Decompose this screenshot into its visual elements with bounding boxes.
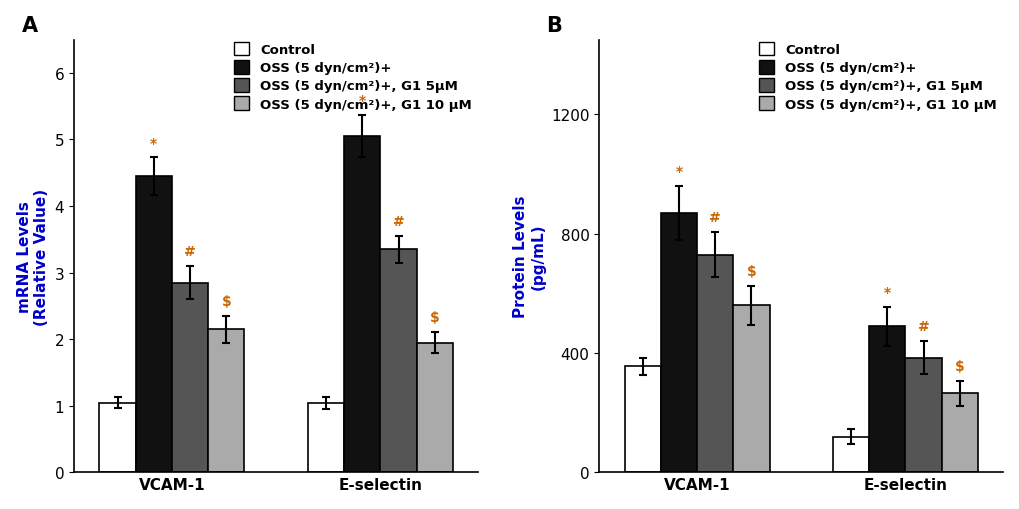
Text: $: $ [746, 265, 755, 278]
Text: $: $ [954, 359, 964, 373]
Y-axis label: mRNA Levels
(Relative Value): mRNA Levels (Relative Value) [16, 188, 49, 325]
Text: A: A [21, 16, 38, 36]
Bar [343, 137, 380, 472]
Bar [941, 393, 977, 472]
Bar [100, 403, 136, 472]
Bar [380, 250, 416, 472]
Y-axis label: Protein Levels
(pg/mL): Protein Levels (pg/mL) [513, 195, 545, 318]
Text: #: # [184, 245, 196, 259]
Bar [696, 255, 733, 472]
Text: #: # [917, 320, 928, 334]
Bar [208, 330, 245, 472]
Bar [833, 437, 868, 472]
Bar [733, 306, 768, 472]
Legend: Control, OSS (5 dyn/cm²)+, OSS (5 dyn/cm²)+, G1 5μM, OSS (5 dyn/cm²)+, G1 10 μM: Control, OSS (5 dyn/cm²)+, OSS (5 dyn/cm… [233, 43, 471, 111]
Text: *: * [675, 165, 682, 179]
Bar [868, 327, 905, 472]
Text: *: * [359, 94, 366, 108]
Text: $: $ [429, 310, 439, 325]
Bar [136, 177, 172, 472]
Text: *: * [882, 286, 890, 299]
Bar [624, 367, 660, 472]
Bar [172, 283, 208, 472]
Text: #: # [708, 211, 720, 225]
Bar [308, 403, 343, 472]
Text: B: B [546, 16, 561, 36]
Bar [660, 213, 696, 472]
Text: #: # [392, 215, 404, 229]
Legend: Control, OSS (5 dyn/cm²)+, OSS (5 dyn/cm²)+, G1 5μM, OSS (5 dyn/cm²)+, G1 10 μM: Control, OSS (5 dyn/cm²)+, OSS (5 dyn/cm… [758, 43, 996, 111]
Bar [905, 358, 941, 472]
Text: *: * [150, 136, 157, 150]
Bar [416, 343, 452, 472]
Text: $: $ [221, 295, 231, 308]
